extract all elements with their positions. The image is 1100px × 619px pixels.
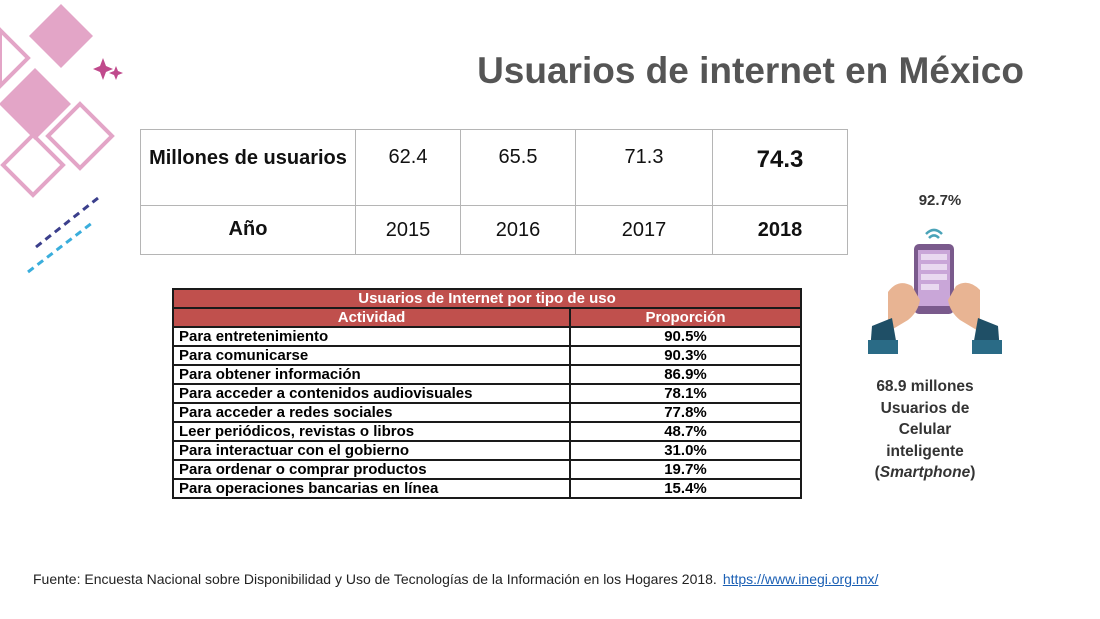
activity-cell: Para operaciones bancarias en línea bbox=[172, 478, 571, 499]
smartphone-line: (Smartphone) bbox=[858, 462, 992, 484]
pink-diamond-shape bbox=[0, 68, 71, 140]
users-cell: 65.5 bbox=[460, 129, 576, 206]
smartphone-percent: 92.7% bbox=[918, 192, 962, 209]
usage-table-title-row: Usuarios de Internet por tipo de uso bbox=[172, 288, 802, 309]
proportion-cell: 90.5% bbox=[569, 326, 802, 347]
outline-diamond-shape bbox=[45, 101, 115, 171]
proportion-cell: 77.8% bbox=[569, 402, 802, 423]
proportion-cell: 78.1% bbox=[569, 383, 802, 404]
smartphone-line: Celular bbox=[898, 421, 952, 438]
smartphone-hands-icon bbox=[868, 228, 1002, 354]
outline-diamond-shape bbox=[0, 132, 66, 198]
paren-close: ) bbox=[970, 464, 976, 481]
outline-triangle-shape bbox=[0, 27, 31, 89]
year-cell: 2018 bbox=[712, 205, 848, 255]
table-row: Para acceder a contenidos audiovisuales 7… bbox=[172, 383, 802, 404]
table-row: Para ordenar o comprar productos 19.7% bbox=[172, 459, 802, 480]
dashed-line-shape bbox=[35, 196, 99, 249]
table-row: Para acceder a redes sociales 77.8% bbox=[172, 402, 802, 423]
column-header-proportion: Proporción bbox=[569, 307, 802, 328]
usage-table-title: Usuarios de Internet por tipo de uso bbox=[172, 288, 802, 309]
proportion-cell: 86.9% bbox=[569, 364, 802, 385]
table-row: Para comunicarse 90.3% bbox=[172, 345, 802, 366]
activity-cell: Leer periódicos, revistas o libros bbox=[172, 421, 571, 442]
proportion-cell: 15.4% bbox=[569, 478, 802, 499]
users-cell: 71.3 bbox=[575, 129, 713, 206]
activity-cell: Para comunicarse bbox=[172, 345, 571, 366]
pink-diamond-shape bbox=[29, 4, 93, 68]
smartphone-line: 68.9 millones bbox=[876, 378, 974, 395]
table-row: Para interactuar con el gobierno 31.0% bbox=[172, 440, 802, 461]
paren-open: ( bbox=[874, 464, 880, 481]
sparkle-icon bbox=[109, 66, 123, 80]
sparkle-icon bbox=[93, 58, 113, 80]
users-by-year-table: Millones de usuarios 62.4 65.5 71.3 74.3… bbox=[140, 129, 848, 255]
proportion-cell: 31.0% bbox=[569, 440, 802, 461]
year-row-label: Año bbox=[140, 205, 356, 255]
table-row: Leer periódicos, revistas o libros 48.7% bbox=[172, 421, 802, 442]
year-cell: 2017 bbox=[575, 205, 713, 255]
year-cell: 2016 bbox=[460, 205, 576, 255]
smartphone-italic: Smartphone bbox=[879, 464, 971, 481]
table-row: Para operaciones bancarias en línea 15.4% bbox=[172, 478, 802, 499]
activity-cell: Para acceder a contenidos audiovisuales bbox=[172, 383, 571, 404]
users-row: Millones de usuarios 62.4 65.5 71.3 74.3 bbox=[140, 129, 848, 206]
activity-cell: Para interactuar con el gobierno bbox=[172, 440, 571, 461]
users-row-label: Millones de usuarios bbox=[140, 129, 356, 206]
page-title: Usuarios de internet en México bbox=[477, 50, 1024, 91]
year-row: Año 2015 2016 2017 2018 bbox=[140, 205, 848, 255]
proportion-cell: 90.3% bbox=[569, 345, 802, 366]
users-cell: 74.3 bbox=[712, 129, 848, 206]
proportion-cell: 19.7% bbox=[569, 459, 802, 480]
source-link[interactable]: https://www.inegi.org.mx/ bbox=[722, 571, 879, 587]
smartphone-line: inteligente bbox=[886, 442, 964, 460]
source-footer: Fuente: Encuesta Nacional sobre Disponib… bbox=[33, 571, 878, 587]
dashed-line-shape bbox=[27, 221, 93, 274]
activity-cell: Para ordenar o comprar productos bbox=[172, 459, 571, 480]
usage-by-type-table: Usuarios de Internet por tipo de uso Act… bbox=[172, 288, 802, 499]
proportion-cell: 48.7% bbox=[569, 421, 802, 442]
table-row: Para obtener información 86.9% bbox=[172, 364, 802, 385]
decorative-shapes bbox=[0, 4, 123, 274]
users-cell: 62.4 bbox=[355, 129, 461, 206]
smartphone-users-text: 68.9 millones Usuarios de Celular inteli… bbox=[858, 376, 992, 484]
source-text: Fuente: Encuesta Nacional sobre Disponib… bbox=[33, 571, 717, 587]
activity-cell: Para acceder a redes sociales bbox=[172, 402, 571, 423]
table-row: Para entretenimiento 90.5% bbox=[172, 326, 802, 347]
usage-table-header-row: Actividad Proporción bbox=[172, 307, 802, 328]
smartphone-line: Usuarios de bbox=[880, 399, 970, 417]
year-cell: 2015 bbox=[355, 205, 461, 255]
activity-cell: Para entretenimiento bbox=[172, 326, 571, 347]
activity-cell: Para obtener información bbox=[172, 364, 571, 385]
column-header-activity: Actividad bbox=[172, 307, 571, 328]
